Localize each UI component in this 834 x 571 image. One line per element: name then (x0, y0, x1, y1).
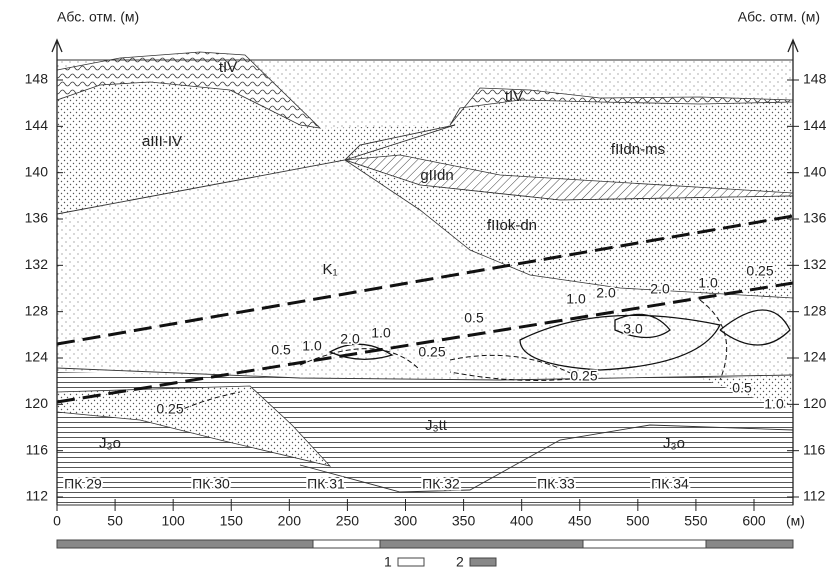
contour-label: 2.0 (340, 331, 360, 347)
layer-label: tIV (505, 88, 523, 105)
contour-label: 0.25 (570, 368, 597, 384)
bar-segment (706, 540, 793, 548)
x-tick-label: 450 (568, 513, 592, 529)
bar-segment (57, 540, 313, 548)
y-tick-label: 132 (803, 256, 827, 272)
contour-label: 0.5 (271, 342, 291, 358)
picket-label: ПК 31 (307, 476, 345, 492)
geologic-section: Абс. отм. (м) Абс. отм. (м) (м) (() => {… (0, 0, 834, 571)
x-tick-label: 50 (107, 513, 123, 529)
x-tick-label: 350 (452, 513, 476, 529)
y-tick-label: 112 (803, 488, 826, 504)
y-title-left: Абс. отм. (м) (57, 9, 139, 25)
picket-label: ПК 33 (537, 476, 575, 492)
y-tick-label: 136 (803, 210, 827, 226)
layer-label: aIII-IV (142, 133, 182, 150)
layer-label: J₃tt (425, 417, 448, 434)
bottom-bar (57, 540, 793, 566)
y-tick-label: 140 (25, 163, 49, 179)
layer-label: J₃o (99, 435, 121, 452)
y-tick-label: 120 (803, 395, 827, 411)
y-title-right: Абс. отм. (м) (738, 9, 820, 25)
y-tick-label: 116 (803, 441, 826, 457)
contour-label: 2.0 (596, 285, 616, 301)
contour-label: 0.25 (746, 263, 773, 279)
legend-swatch (398, 558, 424, 566)
layer-label: K₁ (322, 261, 337, 278)
layer-label: gIIdn (420, 167, 453, 184)
x-tick-label: 500 (626, 513, 650, 529)
legend-label: 2 (456, 554, 464, 570)
y-tick-label: 124 (25, 349, 49, 365)
y-tick-label: 120 (25, 395, 49, 411)
x-tick-label: 300 (394, 513, 418, 529)
contour-label: 0.5 (732, 380, 752, 396)
contour-label: 1.0 (371, 325, 391, 341)
x-tick-label: 600 (742, 513, 766, 529)
y-tick-label: 116 (26, 441, 49, 457)
contour-label: 0.25 (418, 344, 445, 360)
legend-label: 1 (384, 554, 392, 570)
layer-label: tIV (219, 59, 237, 76)
y-tick-label: 148 (803, 71, 827, 87)
picket-label: ПК 30 (192, 476, 230, 492)
contour-label: 0.5 (464, 310, 484, 326)
y-tick-label: 140 (803, 163, 827, 179)
layer-label: fIIok-dn (487, 217, 537, 234)
contour-label: 1.0 (764, 396, 784, 412)
layer-label: fIIdn-ms (611, 141, 665, 158)
x-tick-label: 550 (684, 513, 708, 529)
contour-label: 3.0 (623, 321, 643, 337)
y-tick-label: 144 (803, 117, 827, 133)
x-unit: (м) (786, 513, 805, 529)
layer-label: J₃o (663, 435, 685, 452)
bar-segment (313, 540, 380, 548)
x-tick-label: 400 (510, 513, 534, 529)
x-tick-label: 100 (161, 513, 185, 529)
contour-label: 1.0 (302, 338, 322, 354)
picket-label: ПК 29 (64, 476, 102, 492)
legend-swatch (470, 558, 496, 566)
y-tick-label: 144 (25, 117, 49, 133)
contour-label: 1.0 (566, 291, 586, 307)
y-tick-label: 128 (25, 302, 49, 318)
x-tick-label: 250 (336, 513, 360, 529)
y-tick-label: 136 (25, 210, 49, 226)
y-tick-label: 148 (25, 71, 49, 87)
y-tick-label: 128 (803, 302, 827, 318)
x-tick-label: 200 (278, 513, 302, 529)
y-tick-label: 112 (26, 488, 49, 504)
y-tick-label: 132 (25, 256, 49, 272)
contour-label: 1.0 (698, 275, 718, 291)
y-tick-label: 124 (803, 349, 827, 365)
bar-segment (583, 540, 706, 548)
x-tick-label: 0 (53, 513, 61, 529)
contour-label: 0.25 (156, 401, 183, 417)
picket-label: ПК 34 (651, 476, 689, 492)
contour-label: 2.0 (650, 281, 670, 297)
bar-segment (380, 540, 583, 548)
picket-label: ПК 32 (422, 476, 460, 492)
x-tick-label: 150 (220, 513, 244, 529)
